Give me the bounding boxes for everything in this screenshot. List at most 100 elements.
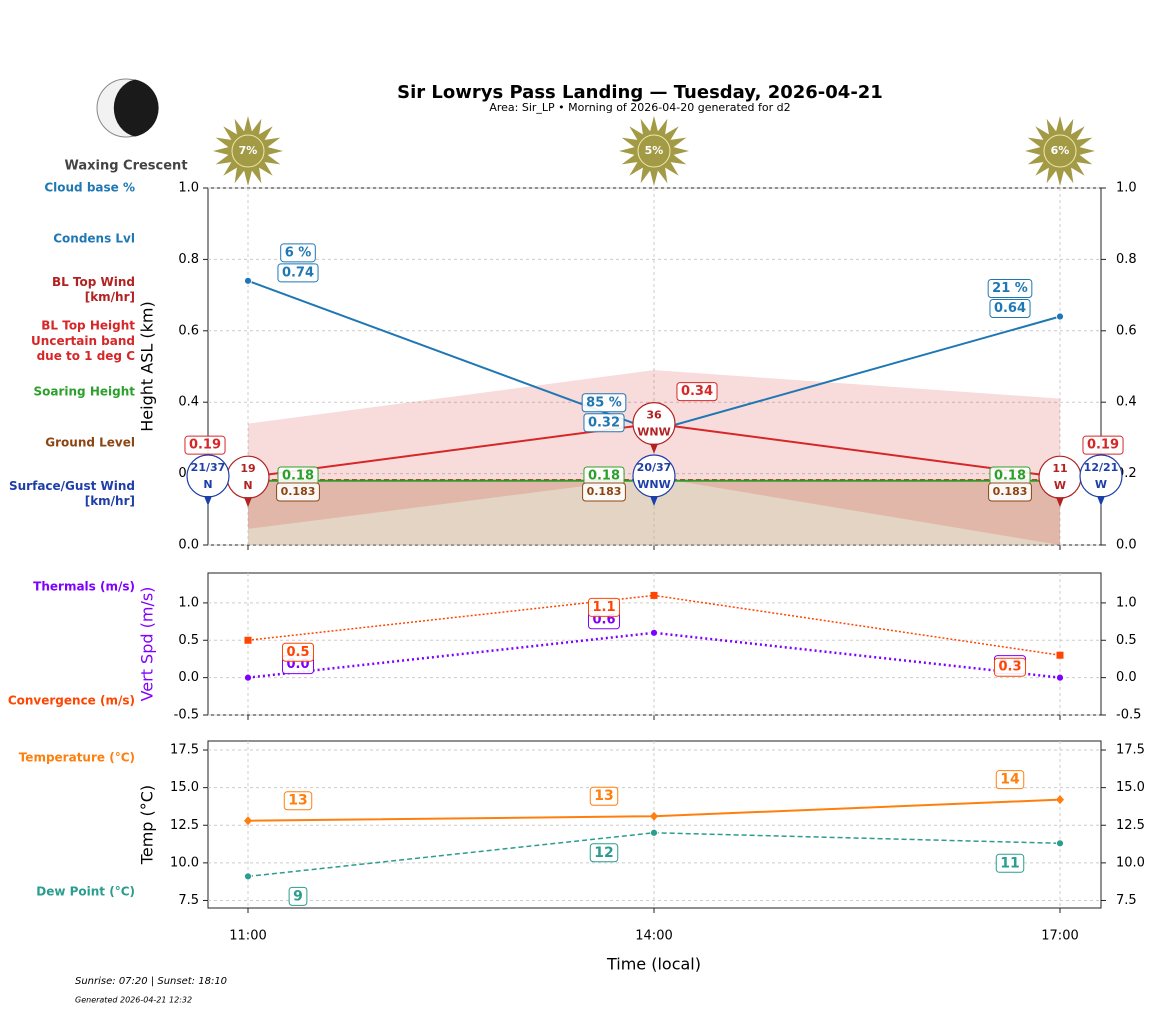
value-label-box	[995, 853, 1025, 873]
cloud-base-label: 6 %	[285, 245, 312, 260]
value-label: 14	[1000, 772, 1020, 788]
point	[1056, 839, 1064, 848]
side-label: Soaring Height	[33, 384, 136, 399]
value-label: 0.18	[282, 469, 314, 484]
sun-core	[637, 134, 671, 168]
point	[244, 673, 252, 682]
y-tick-label: 17.5	[170, 743, 199, 758]
wind-arrow	[650, 496, 658, 506]
moon-shadow	[113, 79, 159, 137]
moon-phase: Waxing Crescent	[64, 159, 187, 174]
side-label: Dew Point (°C)	[36, 884, 135, 899]
cloud-base-label: 85 %	[586, 395, 622, 410]
y2-tick-label: -0.5	[1116, 708, 1141, 723]
value-label-box	[583, 413, 625, 433]
wind-arrow	[1056, 497, 1064, 508]
point	[244, 816, 252, 826]
value-label-box	[676, 382, 718, 402]
value-label: 13	[288, 793, 307, 809]
value-label: 0.18	[994, 469, 1026, 484]
side-label: Thermals (m/s)	[33, 579, 135, 594]
sun-core	[231, 134, 265, 168]
y2-tick-label: 1.0	[1116, 181, 1137, 196]
value-label: 0.183	[993, 485, 1028, 498]
y-tick-label: 15.0	[170, 780, 199, 795]
sun-cover-label: 7%	[239, 144, 258, 157]
value-label: 0.3	[998, 660, 1021, 675]
side-label: Condens Lvl	[53, 231, 135, 246]
point	[650, 811, 658, 821]
y-tick-label: 0.0	[178, 670, 199, 685]
value-label: 0.19	[189, 438, 221, 453]
y2-tick-label: 17.5	[1116, 743, 1145, 758]
wind-speed: 12/21	[1084, 461, 1119, 474]
y-tick-label: 0.4	[178, 395, 199, 410]
point	[1056, 312, 1064, 321]
x-tick-label: 11:00	[229, 929, 266, 944]
value-label: 9	[293, 888, 303, 904]
value-label: 0.19	[1087, 438, 1119, 453]
chart-subtitle: Area: Sir_LP • Morning of 2026-04-20 gen…	[489, 101, 790, 114]
wind-arrow	[244, 497, 252, 508]
value-label: 0.5	[286, 645, 309, 660]
wind-direction: N	[203, 478, 212, 491]
cloud-base-label-box	[581, 393, 627, 413]
y2-tick-label: 12.5	[1116, 818, 1145, 833]
wind-speed: 19	[240, 462, 255, 475]
value-label: 0.74	[282, 265, 314, 280]
y-axis-label: Vert Spd (m/s)	[138, 587, 157, 702]
value-label: 0.34	[681, 384, 713, 399]
y2-tick-label: 0.8	[1116, 252, 1137, 267]
side-label: Convergence (m/s)	[7, 693, 135, 708]
x-tick-label: 17:00	[1041, 929, 1078, 944]
value-label-box	[283, 791, 313, 811]
y2-tick-label: 10.0	[1116, 855, 1145, 870]
value-label: 1.1	[592, 600, 615, 615]
wind-direction: WNW	[637, 426, 670, 439]
value-label-box	[988, 482, 1032, 502]
value-label: 0.183	[587, 485, 622, 498]
point	[244, 636, 252, 644]
value-label: 0.32	[588, 415, 620, 430]
y-tick-label: 12.5	[170, 818, 199, 833]
point	[244, 872, 252, 881]
y-tick-label: 1.0	[178, 181, 199, 196]
y-tick-label: 0.8	[178, 252, 199, 267]
y2-tick-label: 1.0	[1116, 595, 1137, 610]
value-label: 11	[1000, 855, 1019, 871]
y2-tick-label: 0.6	[1116, 323, 1137, 338]
y-axis-label: Height ASL (km)	[138, 301, 157, 431]
value-label-box	[277, 263, 319, 283]
value-label: 0.64	[994, 301, 1026, 316]
y-tick-label: 0.5	[178, 633, 199, 648]
y-tick-label: 7.5	[178, 893, 199, 908]
y-tick-label: 0.6	[178, 323, 199, 338]
point	[244, 276, 252, 285]
wind-direction: W	[1054, 479, 1066, 492]
sun-cover-label: 5%	[645, 144, 664, 157]
value-label: 0.18	[588, 469, 620, 484]
y2-tick-label: 0.4	[1116, 395, 1137, 410]
y-tick-label: 10.0	[170, 855, 199, 870]
wind-arrow	[204, 496, 212, 506]
y2-tick-label: 0.0	[1116, 538, 1137, 553]
point	[650, 828, 658, 837]
wind-direction: WNW	[637, 478, 670, 491]
point	[1056, 651, 1064, 659]
series-line	[247, 631, 1061, 679]
wind-arrow	[650, 443, 658, 454]
value-label: 12	[594, 845, 613, 861]
point	[1056, 673, 1064, 682]
wind-direction: N	[243, 479, 252, 492]
y-tick-label: -0.5	[174, 708, 199, 723]
value-label-box	[288, 886, 308, 906]
wind-direction: W	[1095, 478, 1107, 491]
ground-fill	[248, 479, 1060, 545]
point	[650, 591, 658, 599]
value-label-box	[995, 770, 1025, 790]
y2-tick-label: 0.0	[1116, 670, 1137, 685]
x-tick-label: 14:00	[635, 929, 672, 944]
sun-core	[1043, 134, 1077, 168]
